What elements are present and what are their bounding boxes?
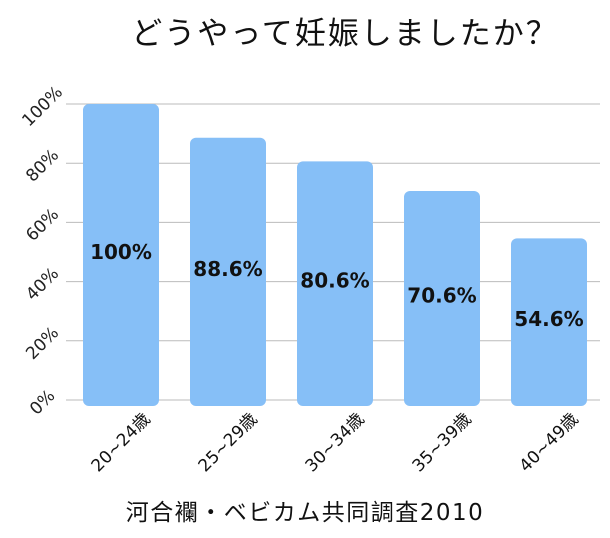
bar [83, 104, 159, 406]
bar-base [297, 396, 373, 400]
data-label: 70.6% [407, 284, 476, 308]
y-tick-label: 20% [22, 323, 63, 364]
bar-base [83, 396, 159, 400]
data-label: 54.6% [514, 307, 583, 331]
data-label: 80.6% [300, 269, 369, 293]
x-axis-categories: 20~24歳 25~29歳 30~34歳 35~39歳 40~49歳 [88, 409, 583, 476]
chart-title: どうやって妊娠しましたか？ [131, 16, 558, 52]
y-tick-label: 0% [26, 386, 59, 419]
y-tick-label: 40% [22, 264, 63, 305]
bar [511, 238, 587, 406]
bar-base [511, 396, 587, 400]
y-tick-label: 100% [18, 82, 67, 131]
bar [297, 161, 373, 406]
data-labels: 100% 88.6% 80.6% 70.6% 54.6% [90, 240, 584, 331]
category-label: 35~39歳 [409, 409, 476, 476]
y-tick-label: 60% [22, 205, 63, 246]
bar [404, 191, 480, 406]
category-label: 25~29歳 [195, 409, 262, 476]
bar-base [190, 396, 266, 400]
category-label: 30~34歳 [302, 409, 369, 476]
y-axis-ticks: 0% 20% 40% 60% 80% 100% [18, 82, 67, 419]
category-label: 40~49歳 [516, 409, 583, 476]
y-tick-label: 80% [22, 145, 63, 186]
bar [190, 137, 266, 406]
category-label: 20~24歳 [88, 409, 155, 476]
bars [83, 104, 587, 406]
source-note: 河合襴・ベビカム共同調査2010 [126, 500, 485, 526]
bar-base [404, 396, 480, 400]
data-label: 88.6% [193, 257, 262, 281]
data-label: 100% [90, 240, 152, 264]
